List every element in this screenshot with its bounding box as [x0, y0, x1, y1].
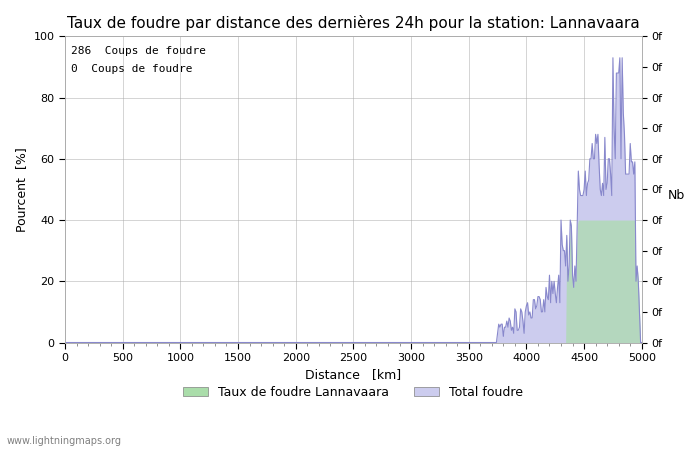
- Text: 286  Coups de foudre: 286 Coups de foudre: [71, 45, 206, 55]
- Legend: Taux de foudre Lannavaara, Total foudre: Taux de foudre Lannavaara, Total foudre: [178, 381, 528, 404]
- Title: Taux de foudre par distance des dernières 24h pour la station: Lannavaara: Taux de foudre par distance des dernière…: [67, 15, 640, 31]
- X-axis label: Distance   [km]: Distance [km]: [305, 369, 401, 382]
- Y-axis label: Pourcent  [%]: Pourcent [%]: [15, 147, 28, 232]
- Y-axis label: Nb: Nb: [668, 189, 685, 202]
- Text: 0  Coups de foudre: 0 Coups de foudre: [71, 64, 192, 74]
- Text: www.lightningmaps.org: www.lightningmaps.org: [7, 436, 122, 446]
